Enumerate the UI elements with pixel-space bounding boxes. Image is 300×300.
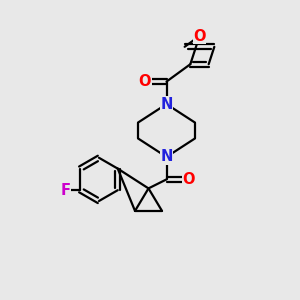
- Text: O: O: [139, 74, 151, 89]
- Text: O: O: [182, 172, 195, 187]
- Text: N: N: [160, 149, 173, 164]
- Text: N: N: [160, 97, 173, 112]
- Text: O: O: [193, 28, 206, 44]
- Text: F: F: [60, 183, 70, 198]
